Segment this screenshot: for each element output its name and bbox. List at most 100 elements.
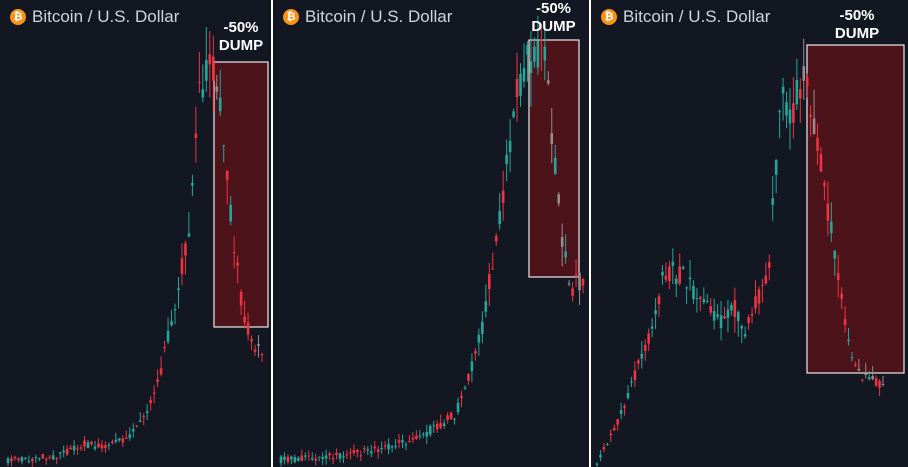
candle	[331, 453, 335, 465]
candle	[290, 455, 293, 464]
candle	[363, 445, 366, 454]
candle	[128, 427, 132, 441]
dump-annotation-3: -50% DUMP	[827, 7, 887, 43]
candle	[567, 280, 571, 287]
candle	[681, 265, 685, 270]
candle	[283, 452, 286, 465]
bitcoin-icon: ₿	[283, 9, 299, 25]
candle	[709, 298, 713, 316]
candle	[246, 313, 250, 341]
candle	[107, 442, 111, 451]
candle	[24, 457, 27, 461]
candle	[411, 432, 415, 444]
candle	[201, 64, 205, 103]
candle	[623, 403, 626, 416]
price-chart-1	[6, 27, 269, 467]
candle	[484, 284, 488, 318]
candle	[774, 158, 778, 194]
candle	[819, 146, 823, 172]
candle	[643, 339, 647, 361]
candle	[836, 254, 840, 298]
chart-panel-2: -50% DUMP ₿ Bitcoin / U.S. Dollar	[273, 0, 589, 467]
chart-panel-1: -50% DUMP ₿ Bitcoin / U.S. Dollar	[0, 0, 271, 467]
candle	[163, 340, 166, 353]
candle	[218, 69, 222, 117]
candle	[637, 358, 640, 370]
dump-highlight-box	[213, 61, 269, 328]
candle	[159, 356, 163, 377]
candle	[470, 353, 474, 383]
candle	[86, 440, 90, 449]
candle	[338, 452, 342, 463]
candle	[761, 278, 764, 303]
candle	[647, 328, 650, 352]
candle	[847, 327, 850, 346]
candle	[557, 192, 561, 207]
candle	[661, 265, 664, 285]
price-chart-2	[279, 15, 585, 467]
candle	[31, 457, 34, 467]
candle	[529, 30, 533, 107]
candle	[609, 429, 613, 443]
candle	[840, 287, 843, 310]
candle	[307, 450, 311, 461]
candle	[177, 277, 180, 309]
candle	[232, 236, 236, 269]
candle	[453, 418, 456, 425]
candle	[878, 378, 881, 397]
candle	[685, 286, 688, 304]
candle	[861, 378, 864, 383]
candle	[626, 385, 630, 400]
candle	[303, 452, 307, 461]
candle	[293, 454, 297, 464]
candle	[387, 438, 390, 455]
candle	[342, 451, 345, 464]
candle	[678, 253, 681, 286]
candle	[180, 243, 184, 286]
candle	[17, 457, 20, 463]
candle	[415, 430, 418, 440]
candle	[114, 432, 118, 444]
candle	[533, 37, 536, 68]
candle	[328, 451, 331, 461]
dump-word-label: DUMP	[218, 37, 264, 54]
candle	[795, 58, 799, 110]
candle	[125, 430, 128, 440]
candle	[799, 78, 802, 124]
candle	[712, 298, 716, 330]
candle	[481, 311, 484, 344]
candle	[65, 445, 69, 457]
candle	[321, 452, 324, 465]
candle	[369, 444, 373, 457]
candle	[871, 366, 874, 381]
candle	[156, 369, 159, 387]
candle	[581, 277, 585, 294]
candle	[173, 303, 177, 325]
candle	[474, 347, 477, 361]
chart-header-1: ₿ Bitcoin / U.S. Dollar	[10, 7, 179, 27]
candle	[359, 450, 363, 462]
candle	[408, 435, 411, 443]
candle	[62, 445, 65, 458]
chart-header-3: ₿ Bitcoin / U.S. Dollar	[601, 7, 770, 27]
candle	[349, 448, 352, 460]
candle	[111, 439, 114, 445]
candle	[356, 448, 359, 458]
candle	[826, 181, 830, 236]
candle	[324, 449, 328, 465]
candle	[463, 385, 467, 391]
candle	[767, 254, 771, 281]
candle	[10, 455, 13, 467]
candle	[487, 262, 491, 307]
candle	[48, 454, 52, 460]
candle	[225, 170, 229, 205]
candle	[505, 139, 508, 182]
candle	[674, 274, 678, 298]
candle	[764, 262, 768, 285]
candle	[730, 302, 733, 316]
candle	[260, 352, 264, 362]
candle	[640, 341, 644, 369]
candle	[477, 328, 481, 356]
candle	[229, 195, 232, 226]
candle	[599, 450, 602, 462]
